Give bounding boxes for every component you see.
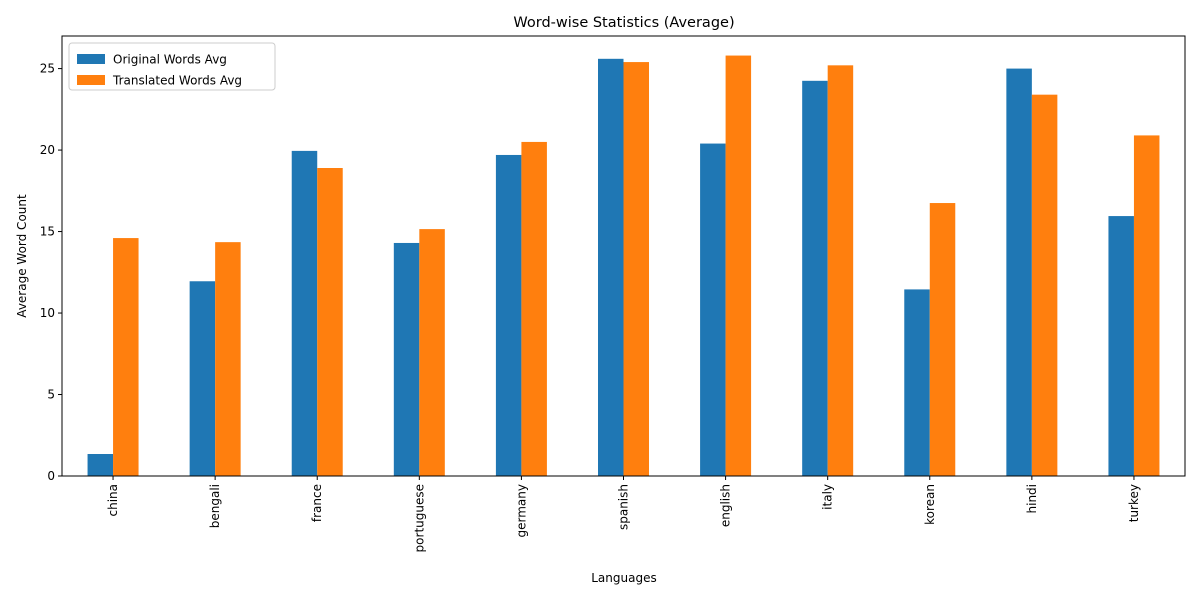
bar-english-series-1 xyxy=(725,55,752,477)
bar-hindi-series-0 xyxy=(1006,68,1032,476)
legend-box xyxy=(68,42,276,91)
x-tick-label-italy: italy xyxy=(821,484,835,510)
bar-portuguese-series-0 xyxy=(393,242,420,476)
x-tick-label-turkey: turkey xyxy=(1127,484,1141,522)
x-tick-label-portuguese: portuguese xyxy=(412,484,426,552)
bar-france-series-1 xyxy=(317,168,343,476)
bar-hindi-series-1 xyxy=(1031,94,1058,477)
bar-korean-series-0 xyxy=(904,289,930,476)
x-axis-title: Languages xyxy=(591,571,656,585)
legend-label-0: Original Words Avg xyxy=(113,53,227,67)
x-tick-label-china: china xyxy=(106,484,120,517)
bar-germany-series-0 xyxy=(495,154,522,476)
bar-turkey-series-1 xyxy=(1133,135,1160,476)
bar-china-series-0 xyxy=(87,454,114,476)
x-tick-label-spanish: spanish xyxy=(617,484,631,530)
x-tick-label-france: france xyxy=(310,484,324,522)
x-tick-label-english: english xyxy=(719,484,733,527)
bar-spanish-series-1 xyxy=(623,62,649,476)
x-tick-label-hindi: hindi xyxy=(1025,484,1039,514)
bar-bengali-series-1 xyxy=(215,242,241,476)
bar-bengali-series-0 xyxy=(189,281,216,476)
bar-portuguese-series-1 xyxy=(419,229,445,476)
bar-germany-series-1 xyxy=(521,141,547,476)
bar-spanish-series-0 xyxy=(598,58,624,477)
y-axis-title: Average Word Count xyxy=(15,194,29,318)
plot-frame xyxy=(61,35,1186,477)
legend-swatch-0 xyxy=(77,54,105,64)
y-tick-label: 5 xyxy=(47,388,55,402)
plot-area: 0 5 10 15 20 25 china bengali france portuguese ge… xyxy=(40,35,1186,552)
bar-turkey-series-0 xyxy=(1108,216,1134,476)
y-tick-label: 15 xyxy=(40,225,55,239)
chart-title: Word-wise Statistics (Average) xyxy=(513,15,734,31)
x-tick-label-korean: korean xyxy=(923,484,937,525)
y-tick-label: 10 xyxy=(40,306,55,320)
x-tick-label-bengali: bengali xyxy=(208,484,222,528)
x-tick-label-germany: germany xyxy=(514,484,528,537)
legend-swatch-1 xyxy=(77,75,105,85)
bar-france-series-0 xyxy=(291,150,318,476)
y-tick-label: 20 xyxy=(40,143,55,157)
bar-english-series-0 xyxy=(700,143,726,476)
bar-italy-series-1 xyxy=(827,65,854,476)
y-tick-label: 25 xyxy=(40,62,55,76)
bar-korean-series-1 xyxy=(929,203,956,477)
y-tick-label: 0 xyxy=(47,469,55,483)
bar-italy-series-0 xyxy=(802,80,828,476)
legend-label-1: Translated Words Avg xyxy=(112,74,242,88)
bar-china-series-1 xyxy=(113,238,139,476)
legend: Original Words Avg Translated Words Avg xyxy=(68,42,276,91)
